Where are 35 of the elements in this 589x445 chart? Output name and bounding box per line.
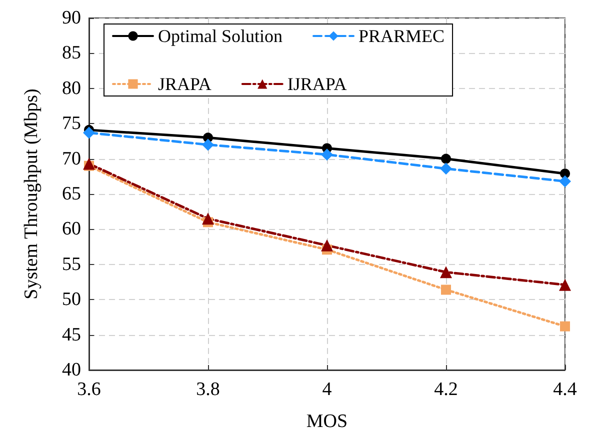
legend-label: IJRAPA [287, 74, 347, 94]
point [202, 138, 214, 151]
y-tick-label: 75 [62, 113, 81, 134]
point [202, 212, 214, 225]
x-tick-label: 4 [322, 379, 332, 400]
y-tick-label: 85 [62, 42, 81, 64]
point [440, 266, 452, 278]
point [559, 175, 571, 188]
point [321, 239, 333, 252]
point [560, 321, 570, 332]
y-tick-label: 90 [62, 8, 81, 28]
x-tick-label: 4.2 [434, 379, 458, 400]
x-tick-label: 4.4 [553, 379, 578, 400]
y-tick-label: 65 [62, 184, 81, 204]
y-tick-label: 45 [62, 324, 81, 346]
x-tick-label: 3.6 [77, 379, 101, 400]
point [321, 148, 333, 161]
y-tick-label: 40 [62, 360, 81, 380]
y-tick-label: 70 [62, 148, 81, 170]
y-tick-label: 60 [62, 218, 81, 240]
point [441, 154, 451, 164]
y-tick-label: 80 [62, 78, 81, 99]
x-tick-label: 3.8 [196, 379, 220, 400]
legend-label: PRARMEC [358, 26, 445, 46]
x-axis-title: MOS [306, 411, 348, 432]
y-axis-title: System Throughput (Mbps) [21, 88, 42, 300]
y-tick-label: 50 [62, 289, 81, 310]
point [559, 278, 571, 291]
point [440, 162, 452, 175]
y-tick-label: 55 [62, 254, 81, 275]
point [83, 158, 95, 170]
point [83, 126, 95, 139]
legend-label: JRAPA [158, 74, 212, 94]
point [441, 284, 451, 295]
legend-label: Optimal Solution [158, 26, 283, 46]
